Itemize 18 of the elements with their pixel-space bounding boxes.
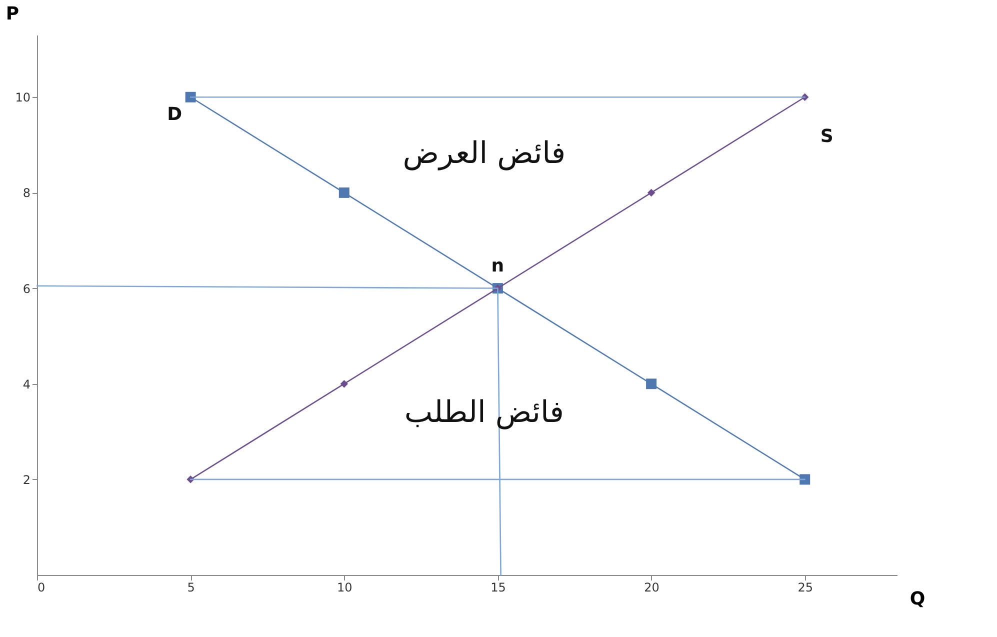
annotation: n — [491, 255, 504, 276]
x-axis-title: Q — [910, 588, 926, 610]
annotation: فائض الطلب — [404, 395, 564, 430]
y-axis-title: P — [6, 4, 20, 24]
x-tick-label: 25 — [798, 580, 813, 594]
x-tick-label: 20 — [644, 580, 660, 594]
series-label: D — [167, 104, 182, 126]
x-tick-label: 0 — [38, 580, 46, 594]
series-label: S — [820, 126, 834, 148]
x-tick-label: 10 — [337, 580, 352, 594]
y-tick-label: 2 — [22, 472, 30, 487]
x-tick-label: 15 — [490, 580, 506, 594]
y-tick-label: 8 — [22, 186, 30, 200]
y-tick-label: 6 — [22, 282, 30, 296]
y-tick-label: 10 — [15, 90, 30, 105]
annotation: فائض العرض — [402, 136, 566, 171]
x-tick-label: 5 — [187, 580, 195, 594]
y-tick-label: 4 — [22, 377, 30, 392]
